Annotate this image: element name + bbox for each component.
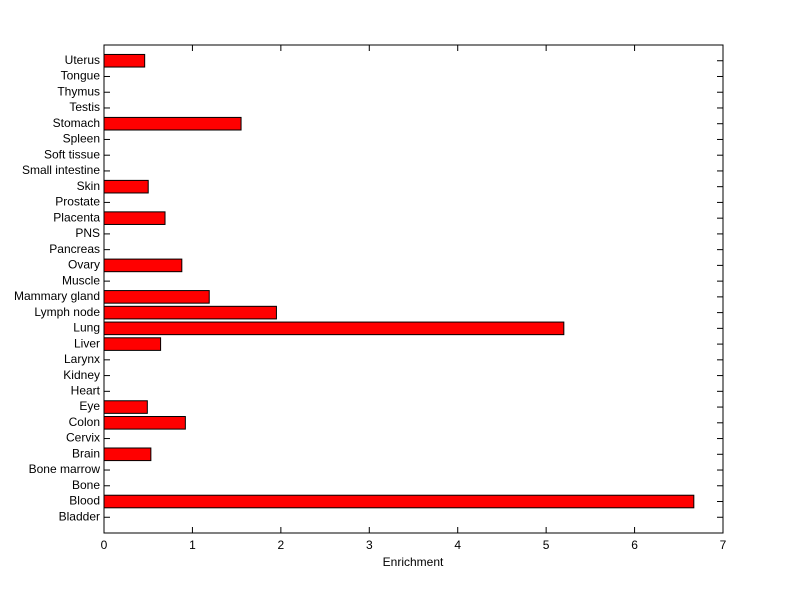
y-tick-label: Eye <box>79 399 100 413</box>
y-tick-label: Prostate <box>55 195 100 209</box>
y-tick-label: Lymph node <box>34 305 100 319</box>
x-tick-label: 1 <box>189 538 196 552</box>
y-tick-label: Testis <box>69 100 100 114</box>
x-tick-label: 3 <box>366 538 373 552</box>
y-tick-label: Ovary <box>68 258 100 272</box>
y-tick-label: Bone marrow <box>29 462 101 476</box>
y-tick-label: Mammary gland <box>14 289 100 303</box>
x-tick-label: 5 <box>543 538 550 552</box>
y-tick-label: Placenta <box>53 210 100 224</box>
y-tick-label: Uterus <box>65 53 100 67</box>
bar <box>103 211 166 225</box>
bar <box>103 447 152 462</box>
y-tick-label: Cervix <box>66 431 100 445</box>
y-tick-label: Tongue <box>61 69 101 83</box>
bar <box>103 494 695 509</box>
y-tick-label: Larynx <box>64 352 100 366</box>
y-tick-label: Lung <box>73 321 100 335</box>
y-tick-label: Colon <box>69 415 100 429</box>
x-tick-label: 0 <box>101 538 108 552</box>
bar <box>103 290 210 304</box>
x-tick-label: 4 <box>454 538 461 552</box>
y-tick-label: Brain <box>72 446 100 460</box>
bar <box>103 258 183 273</box>
y-tick-label: PNS <box>75 226 100 240</box>
y-tick-label: Bladder <box>59 509 100 523</box>
bar <box>103 337 162 351</box>
bar <box>103 116 242 131</box>
y-tick-label: Spleen <box>63 132 100 146</box>
x-tick-label: 7 <box>720 538 727 552</box>
y-tick-label: Small intestine <box>22 163 100 177</box>
bar <box>103 179 149 194</box>
y-tick-label: Bone <box>72 478 100 492</box>
y-tick-label: Heart <box>71 383 101 397</box>
y-tick-label: Kidney <box>63 368 100 382</box>
bar <box>103 321 565 336</box>
x-tick-label: 6 <box>631 538 638 552</box>
y-tick-label: Liver <box>74 336 100 350</box>
y-tick-label: Blood <box>69 494 100 508</box>
y-tick-label: Pancreas <box>49 242 100 256</box>
bar <box>103 416 186 430</box>
x-tick-label: 2 <box>278 538 285 552</box>
y-tick-label: Thymus <box>57 84 100 98</box>
y-tick-label: Muscle <box>62 273 100 287</box>
y-tick-label: Soft tissue <box>44 147 100 161</box>
bar <box>103 53 146 68</box>
x-axis-label: Enrichment <box>383 555 444 569</box>
y-tick-label: Skin <box>77 179 100 193</box>
y-tick-label: Stomach <box>53 116 100 130</box>
bar <box>103 400 148 414</box>
bar <box>103 305 277 320</box>
